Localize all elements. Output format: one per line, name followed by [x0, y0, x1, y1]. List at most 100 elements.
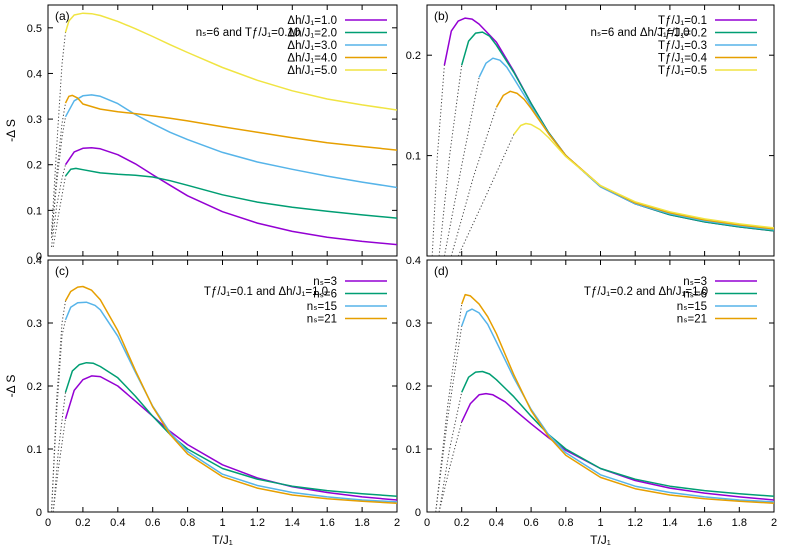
series-line-dotted [431, 65, 445, 256]
x-tick-label: 2 [771, 517, 777, 529]
y-tick-label: 0.2 [27, 381, 42, 393]
panel-b: 0.10.2Tƒ/J₁=0.1Tƒ/J₁=0.2Tƒ/J₁=0.3Tƒ/J₁=0… [406, 4, 775, 257]
legend-entry-label: nₛ=6 [683, 289, 707, 301]
y-tick-label: 0 [36, 251, 42, 263]
series-line-dotted [438, 392, 463, 512]
panel-label: (a) [55, 9, 70, 23]
legend-entry-label: Tƒ/J₁=0.2 [658, 28, 707, 40]
series-line-dotted [51, 164, 66, 247]
y-tick-label: 0.4 [406, 255, 421, 267]
series-line [460, 31, 774, 232]
y-tick-label: 0.2 [406, 50, 421, 62]
series-line-dotted [438, 65, 463, 256]
x-tick-label: 0.4 [489, 517, 504, 529]
y-tick-label: 0.3 [406, 318, 421, 330]
x-tick-label: 1 [219, 517, 225, 529]
series-line [443, 17, 774, 232]
panel-c: 0 0.2 0.4 0.6 0.8 1 1.2 1.4 1.6 1.8 2 0 0.1 0.2 0.3 0.4… [4, 255, 400, 547]
series-line-dotted [51, 32, 66, 234]
x-tick-label: 1.4 [662, 517, 677, 529]
legend-entry-label: Δh/J₁=5.0 [287, 65, 337, 77]
y-tick-label: 0.5 [27, 23, 42, 35]
series-group [51, 285, 397, 512]
legend-entry-label: Tƒ/J₁=0.4 [658, 53, 708, 65]
legend-entry-label: Δh/J₁=2.0 [287, 28, 337, 40]
series-line-dotted [51, 116, 66, 238]
x-axis-title: T/J₁ [212, 533, 233, 547]
series-line [461, 370, 774, 498]
series-line-dotted [435, 326, 463, 512]
x-tick-label: 1 [597, 517, 603, 529]
x-tick-label: 0 [424, 517, 430, 529]
series-line [461, 392, 774, 501]
series-line [513, 122, 774, 229]
panel-annotation: Tƒ/J₁=0.2 and Δh/J₁=1.0 [584, 286, 708, 298]
panel-annotation: nₛ=6 and Tƒ/J₁=0.10 [196, 27, 301, 39]
panel-label: (d) [434, 264, 449, 278]
legend-entry-label: nₛ=3 [683, 276, 707, 288]
series-line-dotted [51, 319, 66, 512]
legend-entry-label: Tƒ/J₁=0.3 [658, 40, 707, 52]
plot-frame [47, 4, 398, 257]
y-tick-label: 0.1 [27, 444, 42, 456]
x-tick-label: 1.4 [285, 517, 300, 529]
legend-entry-label: Δh/J₁=1.0 [287, 15, 337, 27]
series-line-dotted [435, 304, 463, 512]
x-tick-label: 0.2 [75, 517, 90, 529]
y-tick-label: 0.2 [406, 381, 421, 393]
legend-entry-label: nₛ=21 [677, 314, 707, 326]
series-group [435, 293, 774, 512]
series-line [64, 375, 397, 501]
x-tick-label: 1.6 [320, 517, 335, 529]
series-line [64, 167, 397, 219]
y-tick-label: 0.1 [406, 151, 421, 163]
x-tick-label: 1.2 [628, 517, 643, 529]
panel-annotation: Tƒ/J₁=0.1 and Δh/J₁=1.0 [204, 286, 328, 298]
y-tick-label: 0.4 [27, 68, 42, 80]
panel-d: 0 0.2 0.4 0.6 0.8 1 1.2 1.4 1.6 1.8 2 0 0.1 0.2 0.3 0.4… [406, 255, 777, 547]
legend-entry-label: nₛ=3 [313, 276, 337, 288]
series-line-dotted [457, 134, 515, 256]
legend-entry-label: nₛ=21 [307, 314, 337, 326]
series-line [495, 90, 774, 230]
series-line [64, 94, 397, 151]
series-line-dotted [52, 418, 66, 512]
x-tick-label: 0.8 [558, 517, 573, 529]
series-line [460, 308, 774, 503]
x-tick-label: 0.8 [180, 517, 195, 529]
series-line [64, 361, 397, 498]
y-tick-label: 0.1 [27, 205, 42, 217]
series-group [431, 17, 774, 256]
y-tick-label: 0 [415, 507, 421, 519]
x-tick-label: 1.8 [354, 517, 369, 529]
series-line-dotted [450, 107, 497, 256]
x-tick-label: 0.2 [454, 517, 469, 529]
series-line-dotted [443, 77, 480, 256]
series-line [64, 12, 397, 111]
series-line [64, 94, 397, 189]
x-tick-label: 2 [394, 517, 400, 529]
x-tick-label: 1.8 [732, 517, 747, 529]
legend-entry-label: nₛ=15 [307, 301, 337, 313]
legend-entry-label: nₛ=6 [313, 289, 337, 301]
series-line [64, 285, 397, 504]
plot-frame [426, 4, 775, 257]
x-axis-title: T/J₁ [590, 533, 611, 547]
y-tick-label: 0 [36, 507, 42, 519]
x-tick-label: 0.6 [523, 517, 538, 529]
series-line-dotted [438, 421, 463, 512]
x-tick-label: 1.6 [697, 517, 712, 529]
series-line [460, 293, 774, 504]
series-line [64, 147, 397, 246]
legend-entry-label: nₛ=15 [677, 301, 707, 313]
panel-label: (c) [55, 264, 69, 278]
x-tick-label: 1.2 [250, 517, 265, 529]
legend-entry-label: Δh/J₁=3.0 [287, 40, 337, 52]
y-tick-label: 0.3 [27, 318, 42, 330]
legend-entry-label: Δh/J₁=4.0 [287, 53, 337, 65]
y-tick-label: 0.2 [27, 160, 42, 172]
y-tick-label: 0.1 [406, 444, 421, 456]
panel-label: (b) [434, 9, 449, 23]
